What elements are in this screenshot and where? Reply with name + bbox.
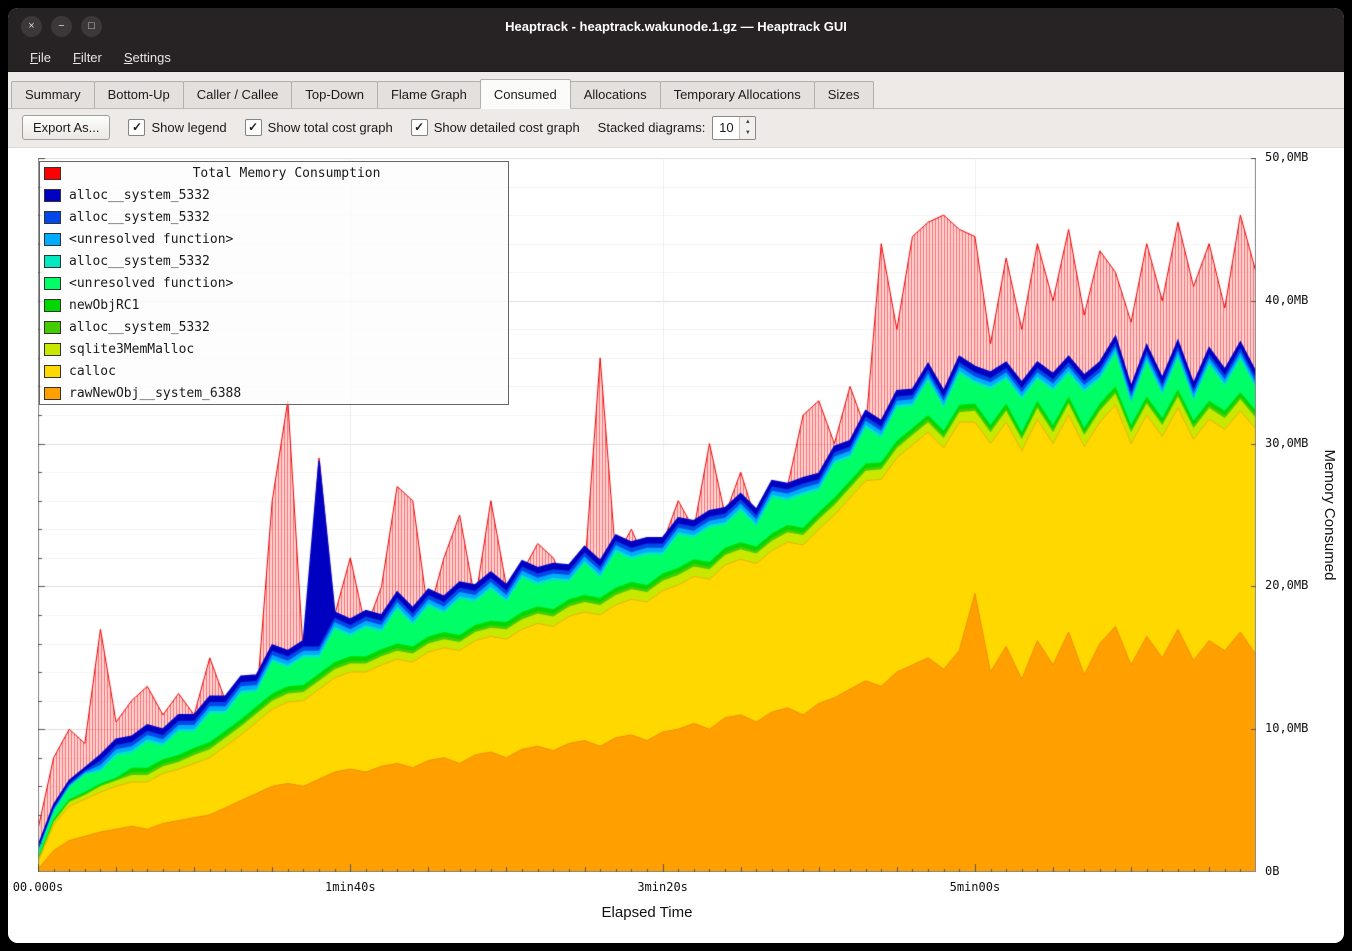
window-minimize-button[interactable]: − [51, 15, 72, 37]
legend-entry-label: rawNewObj__system_6388 [69, 385, 242, 401]
legend-entry-label: alloc__system_5332 [69, 209, 210, 225]
legend-entry: alloc__system_5332 [40, 184, 508, 206]
tab-temporary-allocations[interactable]: Temporary Allocations [659, 81, 815, 108]
chart-region: Memory Consumed Elapsed Time Total Memor… [8, 148, 1344, 943]
y-tick-label: 0B [1265, 864, 1280, 878]
legend-swatch [44, 232, 61, 246]
window-close-button[interactable]: × [21, 15, 42, 37]
legend-entry-label: calloc [69, 363, 116, 379]
legend-entry-label: <unresolved function> [69, 231, 234, 247]
legend-entry: alloc__system_5332 [40, 206, 508, 228]
y-tick-label: 50,0MB [1265, 150, 1309, 164]
show-detailed-cost-label: Show detailed cost graph [433, 120, 580, 135]
legend-swatch [44, 276, 61, 290]
legend-swatch [44, 254, 61, 268]
x-tick-label: 00.000s [12, 880, 64, 894]
legend-entry-label: alloc__system_5332 [69, 187, 210, 203]
x-axis-title: Elapsed Time [601, 904, 693, 921]
app-window: × − □ Heaptrack - heaptrack.wakunode.1.gz … [8, 8, 1344, 943]
legend-swatch [44, 386, 61, 400]
y-tick-label: 40,0MB [1265, 292, 1309, 307]
legend-entry: sqlite3MemMalloc [40, 338, 508, 360]
tab-bar: Summary Bottom-Up Caller / Callee Top-Down F… [8, 72, 1344, 109]
stacked-diagrams-value[interactable]: 10 [719, 120, 734, 135]
close-icon: × [28, 19, 35, 32]
x-tick-label: 5min00s [949, 880, 1001, 894]
tab-caller-callee[interactable]: Caller / Callee [182, 81, 293, 108]
y-tick-label: 20,0MB [1265, 578, 1309, 593]
x-tick-label: 3min20s [637, 880, 688, 894]
legend-swatch [44, 298, 61, 312]
legend-swatch [44, 342, 61, 356]
spin-down-icon[interactable]: ▼ [740, 127, 756, 139]
stacked-diagrams-group: Stacked diagrams: 10 ▲ ▼ [597, 115, 757, 140]
stacked-diagrams-spinbox[interactable]: 10 ▲ ▼ [712, 115, 757, 140]
legend-entry: calloc [40, 360, 508, 382]
legend-entry: alloc__system_5332 [40, 316, 508, 338]
tab-flame-graph[interactable]: Flame Graph [376, 81, 481, 108]
titlebar: × − □ Heaptrack - heaptrack.wakunode.1.gz … [8, 8, 1344, 44]
x-tick-label: 1min40s [325, 880, 376, 894]
spin-up-icon[interactable]: ▲ [740, 116, 756, 128]
legend-entry-label: <unresolved function> [69, 275, 234, 291]
show-detailed-cost-group: ✓ Show detailed cost graph [410, 119, 580, 136]
maximize-icon: □ [88, 19, 95, 32]
tab-sizes[interactable]: Sizes [813, 81, 874, 108]
show-legend-group: ✓ Show legend [128, 119, 227, 136]
tab-allocations[interactable]: Allocations [569, 81, 661, 108]
legend-entry: alloc__system_5332 [40, 250, 508, 272]
legend-entry: <unresolved function> [40, 228, 508, 250]
legend-swatch [44, 188, 61, 202]
spin-arrows: ▲ ▼ [739, 116, 756, 139]
y-tick-label: 10,0MB [1265, 721, 1309, 736]
legend-entry: <unresolved function> [40, 272, 508, 294]
legend-entry-label: newObjRC1 [69, 297, 140, 313]
menubar: File Filter Settings [8, 44, 1344, 72]
legend-title-row: Total Memory Consumption [40, 162, 508, 184]
show-total-cost-label: Show total cost graph [267, 120, 393, 135]
legend-entry-label: sqlite3MemMalloc [69, 341, 195, 357]
tab-bottom-up[interactable]: Bottom-Up [93, 81, 184, 108]
tab-consumed[interactable]: Consumed [479, 79, 571, 109]
show-detailed-cost-checkbox[interactable]: ✓ [410, 119, 428, 136]
y-tick-label: 30,0MB [1265, 435, 1309, 450]
export-as-button[interactable]: Export As... [22, 115, 111, 140]
y-axis-title: Memory Consumed [1321, 449, 1338, 581]
window-title: Heaptrack - heaptrack.wakunode.1.gz — He… [505, 18, 847, 34]
legend-title-label: Total Memory Consumption [192, 165, 381, 181]
legend-swatch [44, 320, 61, 334]
legend-entry: newObjRC1 [40, 294, 508, 316]
show-total-cost-checkbox[interactable]: ✓ [244, 119, 262, 136]
legend-swatch [44, 210, 61, 224]
show-legend-label: Show legend [151, 120, 227, 135]
tab-summary[interactable]: Summary [11, 81, 95, 108]
window-controls: × − □ [8, 15, 102, 37]
menu-item-filter[interactable]: Filter [72, 50, 102, 65]
stacked-diagrams-label: Stacked diagrams: [597, 120, 706, 135]
show-total-cost-group: ✓ Show total cost graph [244, 119, 393, 136]
menu-item-file[interactable]: File [30, 50, 51, 65]
show-legend-checkbox[interactable]: ✓ [128, 119, 146, 136]
window-maximize-button[interactable]: □ [81, 15, 102, 37]
toolbar: Export As... ✓ Show legend ✓ Show total … [8, 109, 1344, 148]
menu-item-settings[interactable]: Settings [123, 50, 171, 65]
tab-top-down[interactable]: Top-Down [291, 81, 378, 108]
legend-swatch [44, 364, 61, 378]
legend-swatch-total [44, 166, 61, 180]
legend-entry-label: alloc__system_5332 [69, 253, 210, 269]
legend-entry-label: alloc__system_5332 [69, 319, 210, 335]
chart-legend: Total Memory Consumption alloc__system_53… [39, 161, 509, 405]
legend-entry: rawNewObj__system_6388 [40, 382, 508, 404]
minimize-icon: − [58, 19, 65, 32]
